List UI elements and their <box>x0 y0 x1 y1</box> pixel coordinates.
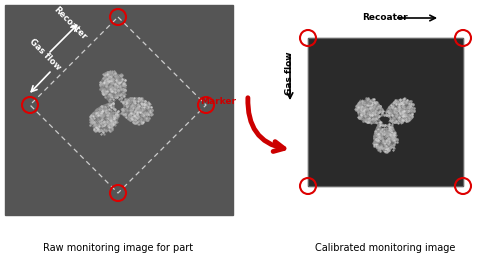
Polygon shape <box>92 74 150 132</box>
Polygon shape <box>358 99 412 149</box>
Text: Calibrated monitoring image: Calibrated monitoring image <box>315 243 455 253</box>
Polygon shape <box>110 97 126 113</box>
Text: Gas flow: Gas flow <box>286 51 294 95</box>
Bar <box>308 38 463 186</box>
Circle shape <box>360 125 372 136</box>
Text: Recoater: Recoater <box>52 6 88 42</box>
Circle shape <box>380 92 390 103</box>
Text: Recoater: Recoater <box>362 13 408 23</box>
Text: Marker: Marker <box>200 98 236 107</box>
Polygon shape <box>378 113 392 127</box>
Bar <box>308 38 463 186</box>
Circle shape <box>118 122 130 134</box>
Circle shape <box>129 82 141 94</box>
FancyArrowPatch shape <box>248 98 284 151</box>
Bar <box>5 5 233 215</box>
Circle shape <box>398 125 409 136</box>
Circle shape <box>89 93 101 105</box>
Text: Raw monitoring image for part: Raw monitoring image for part <box>43 243 193 253</box>
Text: Gas flow: Gas flow <box>28 37 63 72</box>
